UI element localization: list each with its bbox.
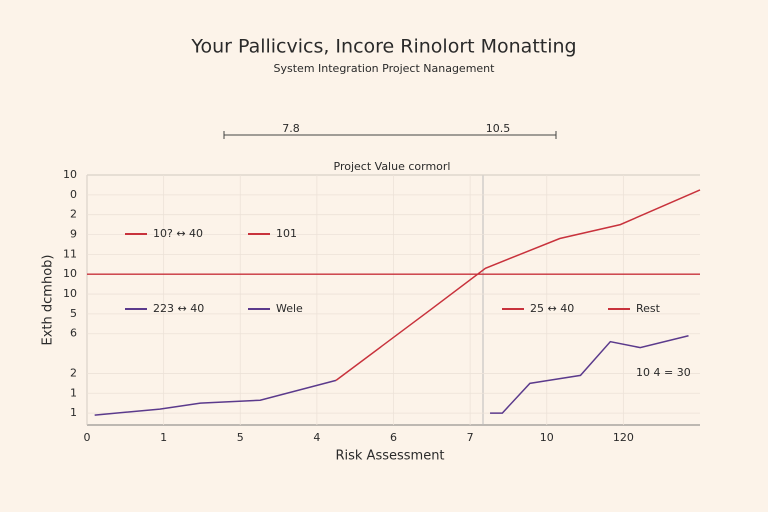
y-tick-label: 10 (63, 168, 77, 181)
annotation: 101 (276, 227, 297, 240)
x-tick-label: 5 (237, 431, 244, 444)
y-tick-label: 9 (70, 228, 77, 241)
annotation: 10 4 = 30 (636, 366, 691, 379)
y-tick-label: 2 (70, 366, 77, 379)
y-tick-label: 6 (70, 327, 77, 340)
chart-subtitle: System Integration Project Nanagement (274, 62, 496, 75)
x-tick-label: 7 (467, 431, 474, 444)
series-line (94, 379, 337, 416)
y-tick-label: 2 (70, 208, 77, 221)
chart-title: Your Pallicvics, Incore Rinolort Monatti… (190, 36, 576, 58)
annotation: Wele (276, 302, 303, 315)
range-label: 10.5 (486, 122, 511, 135)
x-tick-label: 120 (613, 431, 634, 444)
annotation: Rest (636, 302, 661, 315)
y-tick-label: 11 (63, 247, 77, 260)
x-axis-label: Risk Assessment (335, 449, 444, 464)
x-tick-label: 6 (390, 431, 397, 444)
x-tick-label: 10 (540, 431, 554, 444)
annotation: 223 ↔ 40 (153, 302, 204, 315)
x-tick-label: 1 (160, 431, 167, 444)
x-tick-label: 4 (313, 431, 320, 444)
y-tick-label: 1 (70, 406, 77, 419)
range-label: 7.8 (282, 122, 300, 135)
plot-title: Project Value cormorl (334, 160, 451, 173)
series-line (335, 189, 701, 381)
y-tick-label: 5 (70, 307, 77, 320)
series-line (490, 334, 689, 414)
y-tick-label: 1 (70, 386, 77, 399)
x-tick-label: 0 (84, 431, 91, 444)
annotation: 25 ↔ 40 (530, 302, 574, 315)
annotation: 10? ↔ 40 (153, 227, 203, 240)
y-tick-label: 10 (63, 287, 77, 300)
y-tick-label: 0 (70, 188, 77, 201)
y-axis-label: Exth dcmhob) (41, 255, 56, 346)
y-tick-label: 10 (63, 267, 77, 280)
